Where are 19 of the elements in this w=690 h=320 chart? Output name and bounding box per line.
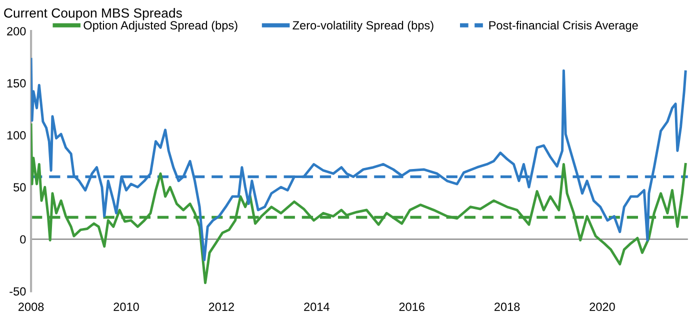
y-tick-label: -50 — [10, 287, 26, 296]
x-tick-label: 2014 — [304, 302, 330, 311]
y-tick-label: 100 — [7, 131, 26, 140]
legend-label: Post-financial Crisis Average — [489, 20, 638, 32]
y-tick-label: 50 — [14, 183, 26, 192]
y-tick-label: 150 — [7, 79, 26, 88]
x-tick-label: 2012 — [208, 302, 234, 311]
chart-title: Current Coupon MBS Spreads — [4, 8, 182, 20]
x-tick-label: 2008 — [18, 302, 44, 311]
x-tick-label: 2018 — [494, 302, 520, 311]
x-tick-label: 2020 — [590, 302, 615, 311]
line-series — [31, 58, 687, 262]
y-tick-label: 200 — [7, 27, 26, 36]
x-tick-label: 2010 — [114, 302, 139, 311]
x-tick-label: 2016 — [399, 302, 424, 311]
line-series — [31, 123, 687, 284]
y-tick-label: 0 — [20, 235, 26, 244]
legend-label: Option Adjusted Spread (bps) — [84, 20, 238, 32]
legend-label: Zero-volatility Spread (bps) — [292, 20, 434, 32]
